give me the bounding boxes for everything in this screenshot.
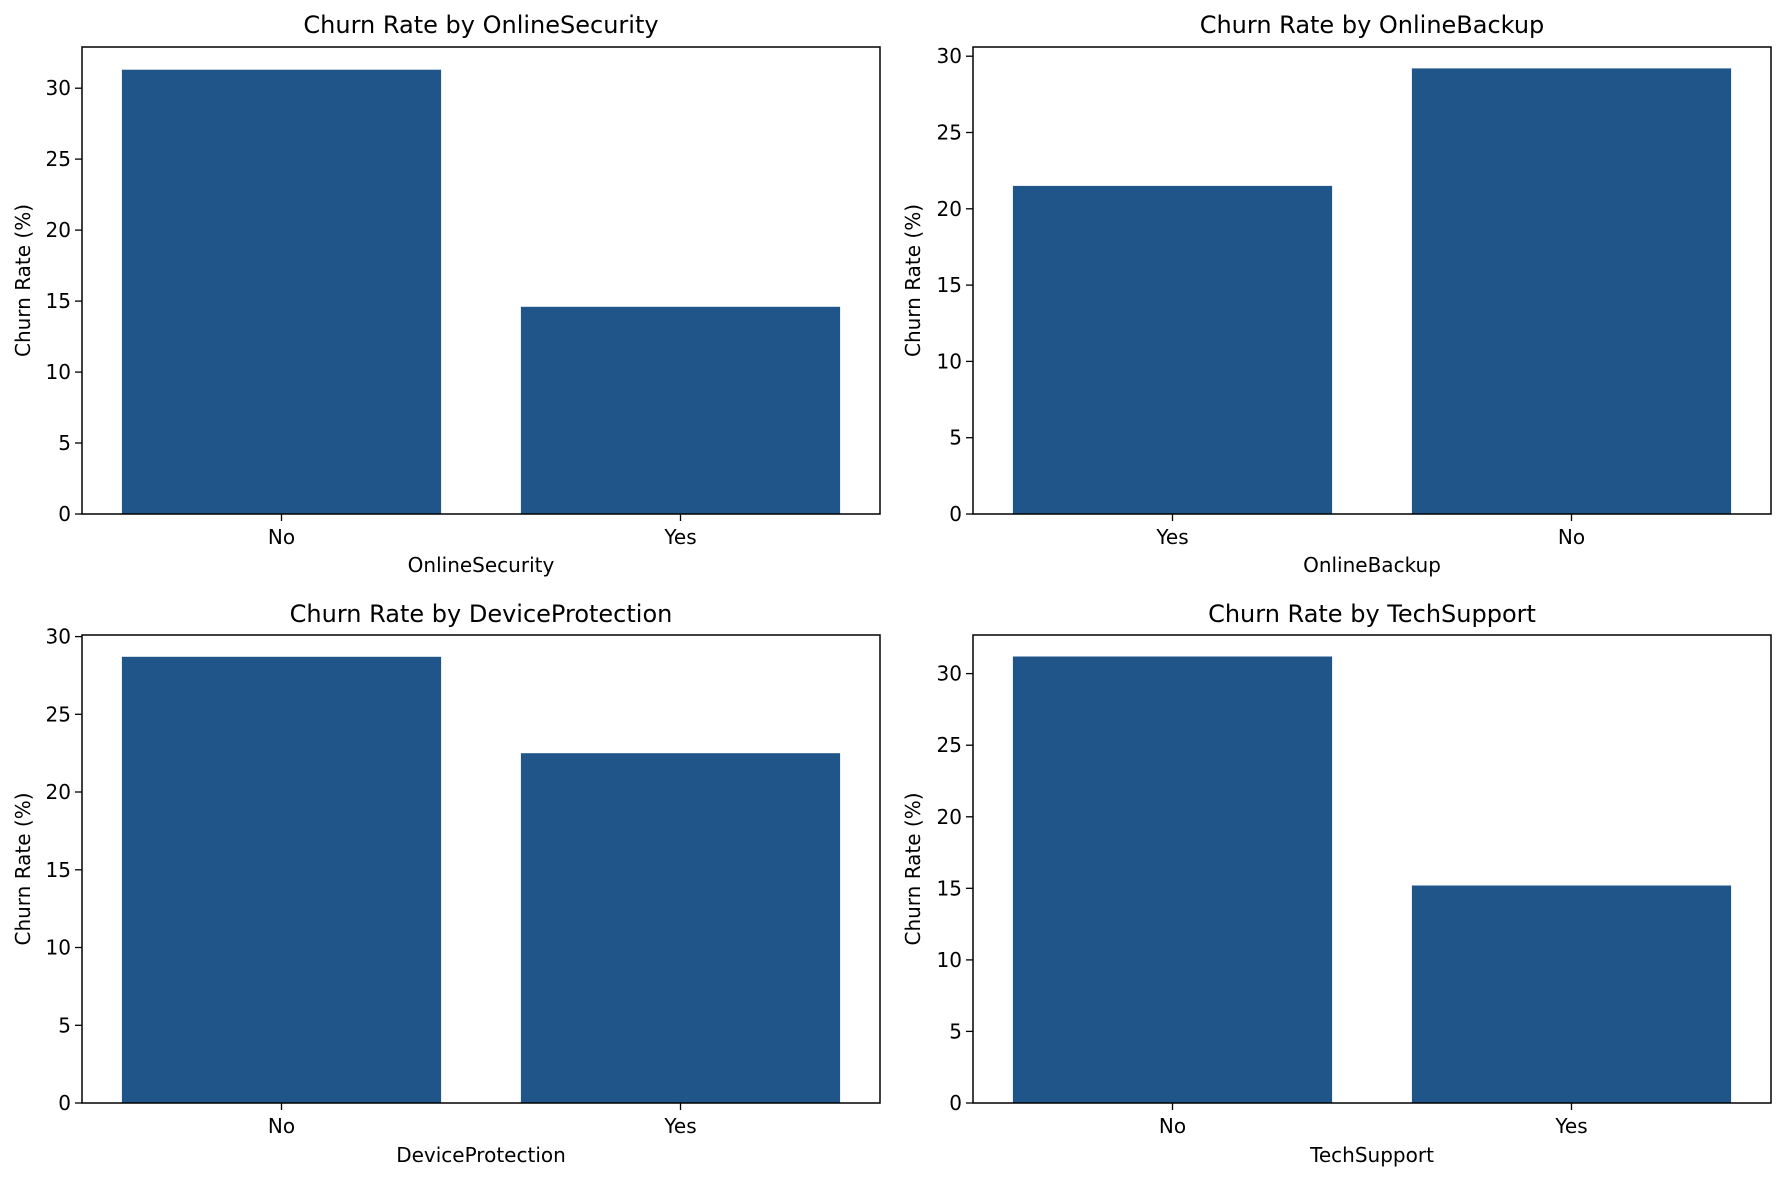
bars xyxy=(1012,68,1732,515)
x-ticks: No Yes xyxy=(268,514,697,549)
x-ticks: Yes No xyxy=(1155,514,1585,549)
x-ticks: No Yes xyxy=(1159,1103,1588,1138)
chart-title: Churn Rate by OnlineBackup xyxy=(1200,11,1545,39)
y-tick-label: 25 xyxy=(46,702,71,726)
x-axis-label: OnlineBackup xyxy=(1303,553,1441,577)
subplot-device-protection: Churn Rate by DeviceProtection Churn Rat… xyxy=(11,600,881,1167)
y-tick-label: 5 xyxy=(58,431,71,455)
y-ticks: 0 5 10 15 20 25 30 xyxy=(937,662,973,1115)
x-tick-label: Yes xyxy=(1554,1114,1587,1138)
x-tick-label: No xyxy=(268,525,295,549)
x-tick-label: No xyxy=(268,1114,295,1138)
bar-no xyxy=(1012,656,1333,1103)
x-tick-label: No xyxy=(1159,1114,1186,1138)
axes-frame xyxy=(81,634,881,1104)
y-axis-label: Churn Rate (%) xyxy=(901,204,925,357)
bar-yes xyxy=(520,753,841,1103)
y-tick-label: 15 xyxy=(46,858,71,882)
bar-yes xyxy=(520,306,841,514)
y-tick-label: 10 xyxy=(46,360,71,384)
y-tick-label: 30 xyxy=(46,76,71,100)
bar-no xyxy=(121,69,442,514)
y-axis-label: Churn Rate (%) xyxy=(11,792,35,945)
axes-frame xyxy=(972,634,1772,1104)
y-tick-label: 5 xyxy=(949,1019,962,1043)
y-ticks: 0 5 10 15 20 25 30 xyxy=(46,76,82,526)
y-tick-label: 5 xyxy=(949,426,962,450)
bar-yes xyxy=(1012,185,1333,514)
subplot-online-backup: Churn Rate by OnlineBackup Churn Rate (%… xyxy=(901,11,1772,577)
y-tick-label: 10 xyxy=(937,948,962,972)
y-tick-label: 15 xyxy=(46,289,71,313)
x-tick-label: Yes xyxy=(1155,525,1188,549)
y-tick-label: 10 xyxy=(46,936,71,960)
y-tick-label: 20 xyxy=(46,218,71,242)
x-tick-label: No xyxy=(1558,525,1585,549)
y-axis-label: Churn Rate (%) xyxy=(11,204,35,357)
axes-frame xyxy=(972,46,1772,515)
chart-title: Churn Rate by TechSupport xyxy=(1208,600,1536,628)
y-ticks: 0 5 10 15 20 25 30 xyxy=(937,44,973,526)
y-tick-label: 30 xyxy=(937,662,962,686)
x-ticks: No Yes xyxy=(268,1103,697,1138)
x-axis-label: TechSupport xyxy=(1309,1143,1434,1167)
y-tick-label: 30 xyxy=(46,625,71,649)
bars xyxy=(1012,656,1732,1103)
y-tick-label: 20 xyxy=(46,780,71,804)
bars xyxy=(121,656,841,1103)
chart-title: Churn Rate by OnlineSecurity xyxy=(303,11,658,39)
y-tick-label: 5 xyxy=(58,1013,71,1037)
y-ticks: 0 5 10 15 20 25 30 xyxy=(46,625,82,1115)
bar-yes xyxy=(1411,885,1732,1103)
y-tick-label: 25 xyxy=(937,121,962,145)
subplot-online-security: Churn Rate by OnlineSecurity Churn Rate … xyxy=(11,11,881,577)
y-tick-label: 15 xyxy=(937,876,962,900)
y-tick-label: 10 xyxy=(937,349,962,373)
y-tick-label: 0 xyxy=(58,1091,71,1115)
y-tick-label: 30 xyxy=(937,44,962,68)
x-tick-label: Yes xyxy=(663,525,696,549)
subplot-tech-support: Churn Rate by TechSupport Churn Rate (%)… xyxy=(901,600,1772,1167)
y-tick-label: 15 xyxy=(937,273,962,297)
y-tick-label: 25 xyxy=(46,147,71,171)
y-axis-label: Churn Rate (%) xyxy=(901,792,925,945)
x-tick-label: Yes xyxy=(663,1114,696,1138)
bars xyxy=(121,69,841,514)
y-tick-label: 0 xyxy=(949,1091,962,1115)
x-axis-label: OnlineSecurity xyxy=(408,553,555,577)
y-tick-label: 25 xyxy=(937,733,962,757)
axes-frame xyxy=(81,46,881,515)
y-tick-label: 0 xyxy=(58,502,71,526)
bar-no xyxy=(121,656,442,1103)
bar-no xyxy=(1411,68,1732,515)
y-tick-label: 20 xyxy=(937,197,962,221)
x-axis-label: DeviceProtection xyxy=(396,1143,566,1167)
y-tick-label: 0 xyxy=(949,502,962,526)
y-tick-label: 20 xyxy=(937,805,962,829)
chart-title: Churn Rate by DeviceProtection xyxy=(290,600,673,628)
